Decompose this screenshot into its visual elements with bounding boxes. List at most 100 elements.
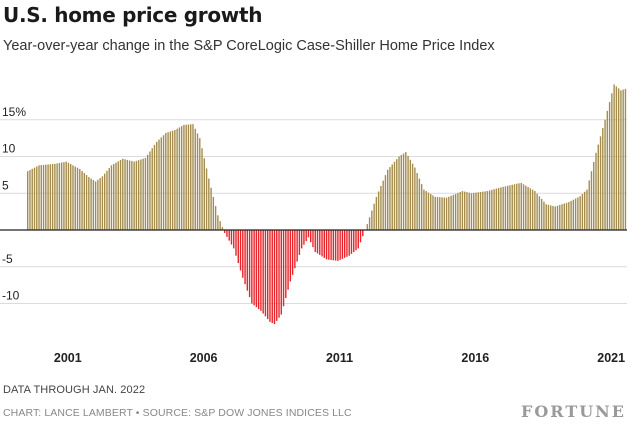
bar — [434, 196, 436, 230]
bar — [357, 230, 359, 249]
y-tick-label: -10 — [2, 289, 20, 303]
bar — [273, 230, 276, 325]
bar — [214, 206, 217, 230]
bar — [452, 194, 455, 230]
bar — [27, 171, 29, 230]
bar — [430, 193, 432, 231]
bar — [122, 158, 124, 230]
bar — [509, 185, 511, 230]
bar — [153, 145, 156, 230]
bar — [314, 230, 316, 253]
bar — [194, 128, 196, 230]
bar — [183, 124, 185, 230]
bar — [411, 163, 414, 230]
bar — [169, 131, 172, 230]
bar — [590, 171, 593, 230]
bar — [615, 86, 618, 231]
bar — [65, 161, 67, 230]
bar — [190, 124, 192, 230]
bar — [47, 164, 49, 230]
bar — [142, 158, 144, 230]
bar — [219, 221, 221, 230]
bar — [400, 155, 402, 230]
bar — [217, 215, 219, 230]
bar — [382, 180, 384, 230]
bar — [51, 164, 54, 230]
bar — [131, 161, 133, 230]
bar — [484, 191, 486, 230]
bar — [389, 167, 391, 230]
bar — [359, 230, 362, 243]
bar — [54, 163, 56, 230]
bar — [99, 178, 101, 230]
bar — [620, 90, 622, 230]
bar — [233, 230, 235, 249]
bar — [325, 230, 328, 260]
chart-credit: CHART: LANCE LAMBERT • SOURCE: S&P DOW J… — [3, 407, 352, 419]
bar — [563, 203, 565, 230]
bar — [60, 162, 63, 230]
bar — [445, 197, 448, 230]
bar — [355, 230, 357, 251]
bar — [511, 184, 513, 230]
bar — [187, 124, 190, 230]
bar — [29, 170, 31, 230]
bar — [40, 165, 42, 230]
bar — [470, 193, 473, 230]
bar — [330, 230, 332, 260]
bar — [534, 191, 536, 230]
bar — [36, 166, 38, 230]
bar — [171, 130, 174, 230]
grid-layer — [0, 119, 627, 304]
bar — [160, 137, 162, 230]
x-tick-label: 2001 — [54, 351, 82, 365]
bar — [611, 93, 613, 230]
bar — [500, 187, 502, 230]
bar — [420, 184, 423, 230]
bar — [556, 205, 559, 231]
bar — [516, 183, 518, 230]
bar — [579, 196, 581, 230]
bar — [527, 187, 529, 230]
data-through-note: DATA THROUGH JAN. 2022 — [3, 384, 146, 396]
bar — [117, 161, 119, 230]
bar — [212, 196, 215, 230]
bar — [180, 126, 183, 230]
bar — [436, 197, 439, 230]
bar — [72, 165, 74, 230]
bar — [459, 191, 461, 230]
bar — [162, 135, 165, 230]
bar — [264, 230, 267, 317]
bar — [276, 230, 278, 321]
bar — [454, 193, 457, 230]
bar — [343, 230, 346, 258]
bar — [321, 230, 323, 257]
bar — [133, 161, 135, 230]
bar — [402, 153, 405, 230]
bar — [230, 230, 233, 245]
bar — [565, 202, 568, 230]
bar — [156, 141, 158, 230]
bar — [497, 187, 500, 230]
bar — [298, 230, 301, 255]
bar — [561, 204, 563, 230]
bar — [319, 230, 321, 255]
bar — [377, 191, 380, 230]
bar — [491, 189, 493, 230]
bar — [387, 169, 389, 230]
bar — [599, 136, 602, 230]
bar — [586, 189, 588, 230]
bar — [602, 128, 604, 230]
bar — [289, 230, 292, 282]
bar — [300, 230, 303, 249]
bar — [588, 180, 590, 230]
bar — [439, 197, 441, 230]
bar — [278, 230, 280, 318]
bar — [205, 168, 208, 230]
bar — [45, 164, 47, 230]
bar — [552, 205, 554, 230]
bar — [339, 230, 341, 260]
bar — [255, 230, 258, 308]
chart-title: U.S. home price growth — [3, 3, 263, 27]
bar — [137, 160, 140, 231]
